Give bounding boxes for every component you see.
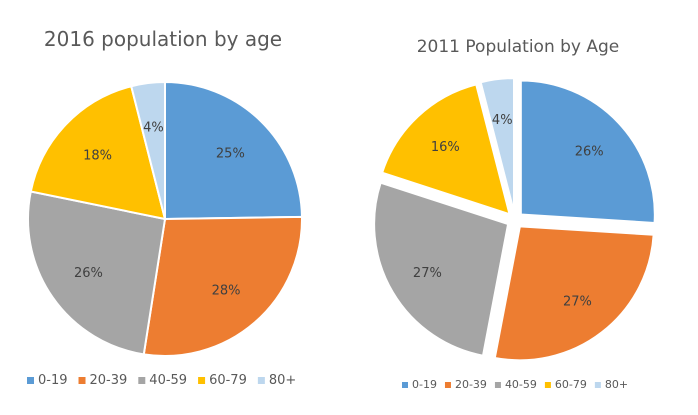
chart-2011-legend-label-80plus: 80+ xyxy=(605,378,628,391)
chart-2011-label-0-19: 26% xyxy=(575,144,604,159)
chart-2016-slice-40-59 xyxy=(27,190,167,356)
chart-2011-legend-label-40-59: 40-59 xyxy=(505,378,537,391)
chart-2011-legend-swatch-40-59 xyxy=(494,382,501,388)
chart-2016-legend-label-80plus: 80+ xyxy=(269,373,296,388)
chart-2016-legend-label-20-39: 20-39 xyxy=(90,373,128,388)
chart-2011-label-80plus: 4% xyxy=(492,113,513,128)
chart-2011-legend-label-60-79: 60-79 xyxy=(555,378,587,391)
chart-2011-slice-80plus xyxy=(479,77,515,213)
chart-2016-label-0-19: 25% xyxy=(216,147,245,162)
chart-2016-data-labels: 25% 28% 26% 18% 4% xyxy=(74,121,245,299)
chart-2011-legend: 0-19 20-39 40-59 60-79 80+ xyxy=(402,378,628,391)
chart-2016-slice-0-19 xyxy=(164,80,303,221)
chart-2016-slice-20-39 xyxy=(142,215,303,357)
chart-2011-data-labels: 26% 27% 27% 16% 4% xyxy=(413,113,604,309)
chart-2011-legend-swatch-0-19 xyxy=(402,382,408,388)
chart-2011-label-40-59: 27% xyxy=(413,266,442,281)
chart-2016-label-20-39: 28% xyxy=(212,283,241,298)
chart-2016-legend-swatch-40-59 xyxy=(138,377,146,384)
chart-2011-legend-swatch-60-79 xyxy=(544,382,551,388)
chart-2011-legend-label-20-39: 20-39 xyxy=(455,378,487,391)
chart-2016-label-80plus: 4% xyxy=(143,121,164,136)
chart-2011-legend-swatch-80plus xyxy=(594,382,601,388)
chart-2016-legend-swatch-60-79 xyxy=(198,377,206,384)
chart-2011-slice-0-19 xyxy=(519,79,656,224)
chart-2016-legend-swatch-0-19 xyxy=(27,377,34,384)
chart-2016-legend-label-60-79: 60-79 xyxy=(209,373,247,388)
chart-2011-slice-20-39 xyxy=(493,225,655,362)
chart-2011-legend-label-0-19: 0-19 xyxy=(412,378,437,391)
chart-2011-legend-swatch-20-39 xyxy=(444,382,451,388)
chart-2016-legend-label-40-59: 40-59 xyxy=(149,373,187,388)
chart-2016-legend-swatch-80plus xyxy=(257,377,265,384)
chart-2016-label-40-59: 26% xyxy=(74,266,103,281)
chart-2016: 2016 population by age 25% 28% 26% 18% 4% 0-… xyxy=(27,27,303,388)
chart-2011-title: 2011 Population by Age xyxy=(417,37,620,57)
chart-2016-slice-80plus xyxy=(130,80,166,220)
chart-2016-title: 2016 population by age xyxy=(44,27,282,51)
chart-2016-legend: 0-19 20-39 40-59 60-79 80+ xyxy=(27,373,296,388)
chart-2011-slice-40-59 xyxy=(373,181,510,357)
chart-2011-slice-60-79 xyxy=(380,83,511,216)
chart-2016-slice-60-79 xyxy=(29,85,167,221)
chart-2011-label-60-79: 16% xyxy=(431,140,460,155)
chart-2016-slices xyxy=(27,80,303,357)
chart-2011: 2011 Population by Age 26% 27% 27% 16% 4% 0-… xyxy=(373,37,656,391)
chart-2011-slices xyxy=(373,77,656,362)
chart-2016-label-60-79: 18% xyxy=(83,149,112,164)
chart-2016-legend-label-0-19: 0-19 xyxy=(38,373,68,388)
chart-2011-label-20-39: 27% xyxy=(563,294,592,309)
chart-2016-legend-swatch-20-39 xyxy=(78,377,86,384)
